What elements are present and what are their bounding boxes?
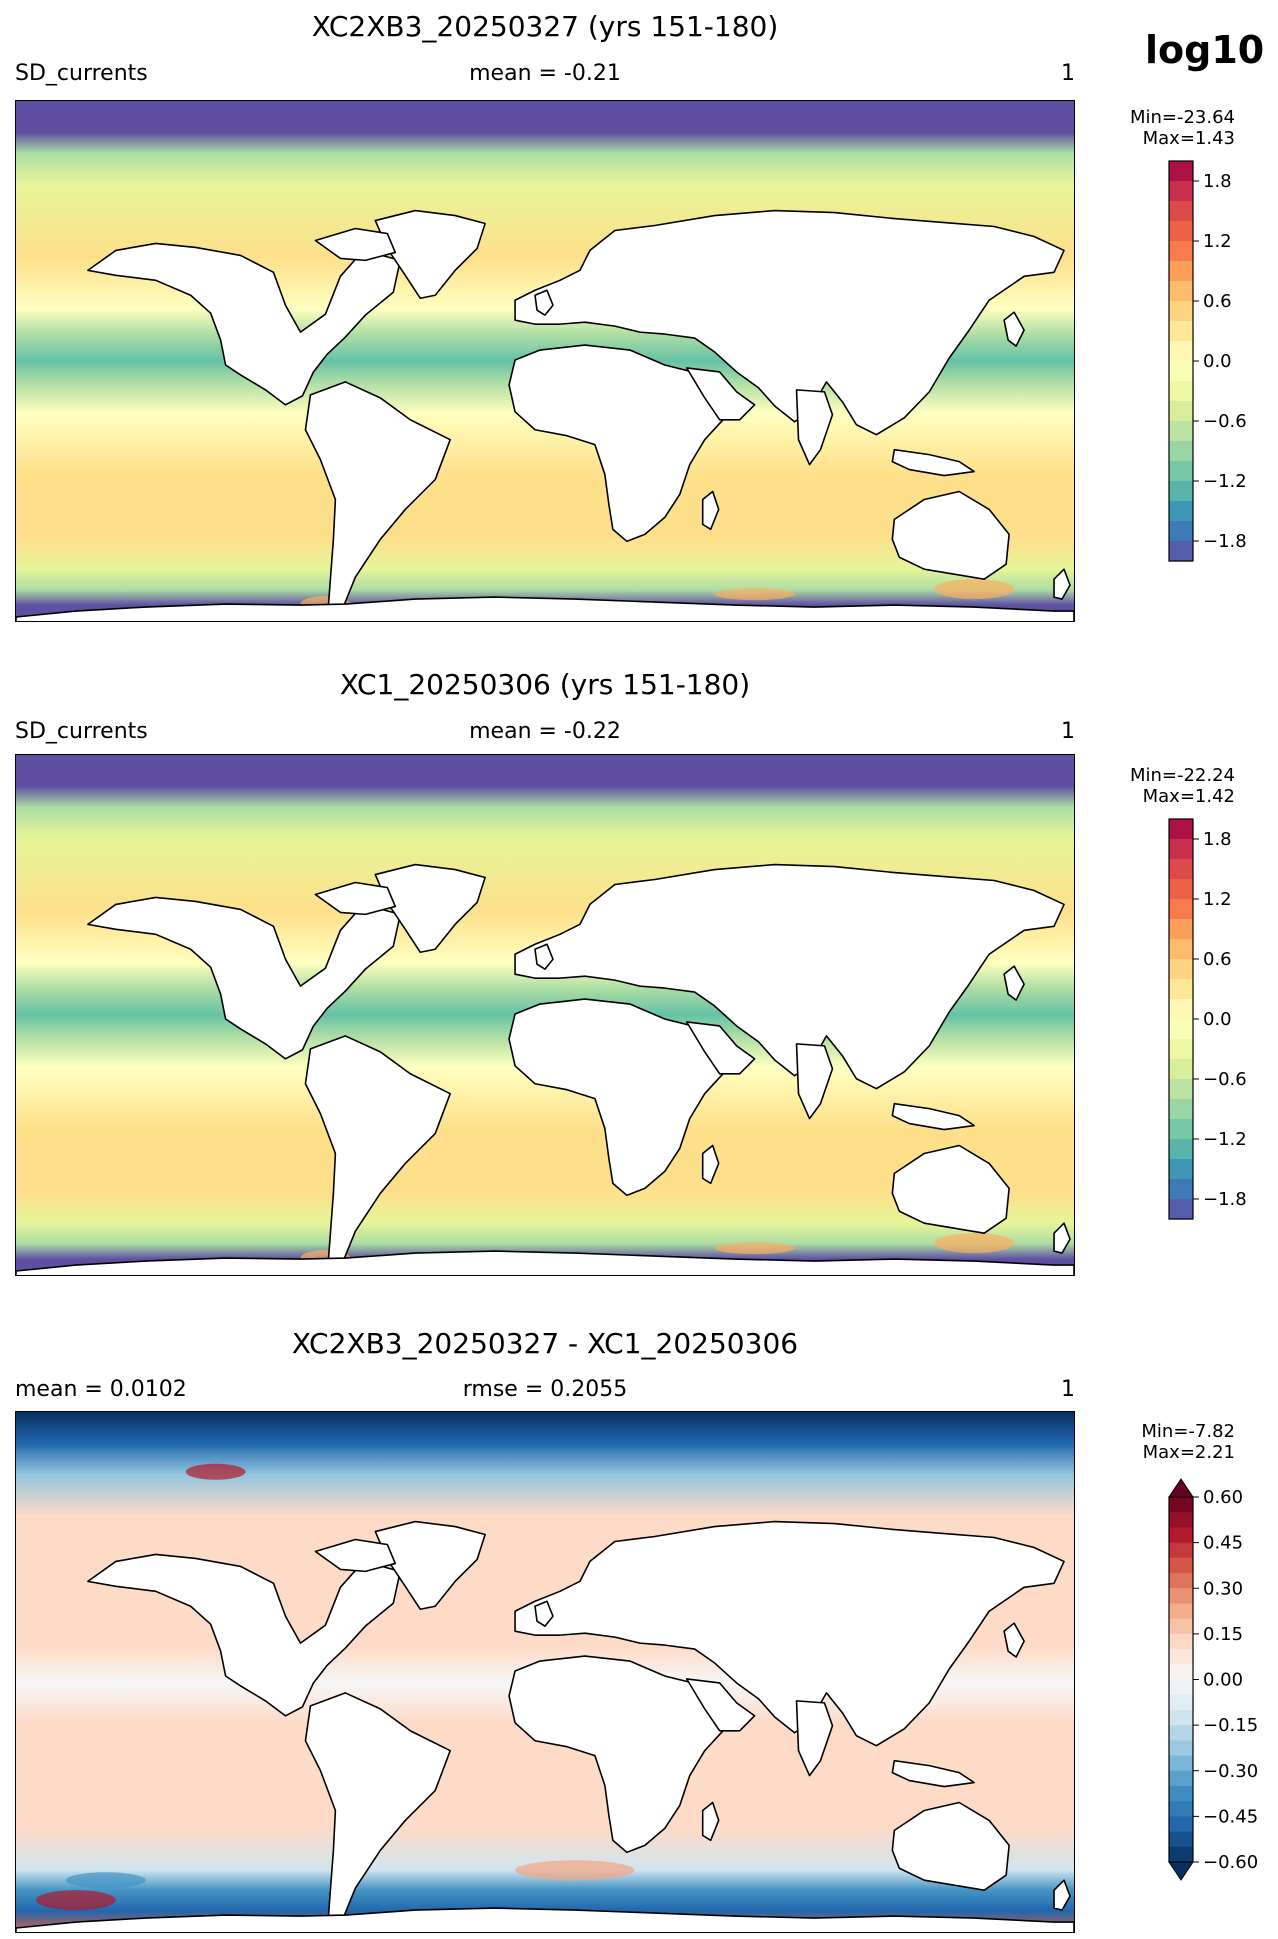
arctic-islands-landmass	[314, 227, 397, 262]
antarctica-landmass	[16, 1250, 1074, 1275]
colorbar-tick-label: −0.6	[1203, 411, 1247, 432]
australia-landmass	[891, 1801, 1010, 1891]
colorbar-tick-label: −1.8	[1203, 1189, 1247, 1210]
greenland-landmass	[374, 863, 486, 954]
colorbar-tick-label: −0.6	[1203, 1069, 1247, 1090]
panel2-map	[15, 754, 1075, 1276]
eurasia-landmass	[514, 863, 1065, 1090]
panel3-center-label: rmse = 0.2055	[462, 1377, 628, 1402]
india-landmass	[795, 389, 834, 466]
uk-landmass	[534, 943, 554, 970]
north-america-landmass	[87, 896, 402, 1060]
greenland-landmass	[374, 1520, 486, 1611]
japan-landmass	[1003, 1622, 1025, 1658]
madagascar-landmass	[701, 1144, 720, 1185]
japan-landmass	[1003, 311, 1025, 347]
india-landmass	[795, 1043, 834, 1120]
colorbar-tick-label: 0.60	[1203, 1487, 1243, 1508]
new-zealand-landmass	[1053, 568, 1071, 600]
panel2-left-label: SD_currents	[15, 719, 148, 744]
madagascar-landmass	[701, 490, 720, 531]
colorbar-tick-label: −1.2	[1203, 471, 1247, 492]
north-america-landmass	[87, 1553, 402, 1717]
panel3-title: XC2XB3_20250327 - XC1_20250306	[291, 1327, 799, 1360]
south-america-landmass	[304, 1035, 451, 1274]
panel1-max-text: Max=1.43	[1142, 128, 1235, 149]
colorbar-tick-label: 0.6	[1203, 291, 1232, 312]
indonesia-landmass	[891, 1759, 975, 1788]
panel1-left-label: SD_currents	[15, 61, 148, 86]
panel3-min-text: Min=-7.82	[1141, 1421, 1235, 1442]
panel2-max-text: Max=1.42	[1142, 786, 1235, 807]
log10-label: log10	[1145, 28, 1265, 72]
colorbar-tick-label: 1.2	[1203, 889, 1232, 910]
panel3-colorbar: 0.60 0.45 0.30 0.15 0.00 −0.15 −0.30 −0.45 −0.60	[1168, 1478, 1278, 1883]
arctic-islands-landmass	[314, 1538, 397, 1573]
uk-landmass	[534, 1600, 554, 1627]
new-zealand-landmass	[1053, 1222, 1071, 1254]
colorbar-tick-label: 1.8	[1203, 829, 1232, 850]
arabia-landmass	[685, 1678, 756, 1732]
south-america-landmass	[304, 381, 451, 620]
greenland-landmass	[374, 209, 486, 300]
eurasia-landmass	[514, 1520, 1065, 1747]
colorbar-tick-label: 1.8	[1203, 171, 1232, 192]
colorbar-tick-label: 1.2	[1203, 231, 1232, 252]
madagascar-landmass	[701, 1801, 720, 1842]
panel3-right-label: 1	[1061, 1377, 1075, 1402]
panel3-minmax: Min=-7.82 Max=2.21	[1100, 1421, 1235, 1463]
colorbar-tick-label: −1.2	[1203, 1129, 1247, 1150]
colorbar-tick-label: 0.0	[1203, 1009, 1232, 1030]
panel2-minmax: Min=-22.24 Max=1.42	[1100, 765, 1235, 807]
uk-landmass	[534, 289, 554, 316]
colorbar-tick-label: 0.6	[1203, 949, 1232, 970]
indonesia-landmass	[891, 1102, 975, 1131]
africa-landmass	[508, 1655, 728, 1854]
south-america-landmass	[304, 1692, 451, 1931]
colorbar-tick-label: 0.15	[1203, 1624, 1243, 1645]
panel1-center-label: mean = -0.21	[469, 61, 621, 86]
panel2-min-text: Min=-22.24	[1129, 765, 1235, 786]
colorbar-tick-label: 0.00	[1203, 1670, 1243, 1691]
india-landmass	[795, 1700, 834, 1777]
panel3-max-text: Max=2.21	[1142, 1442, 1235, 1463]
colorbar-tick-label: 0.45	[1203, 1533, 1243, 1554]
panel3-map	[15, 1411, 1075, 1933]
japan-landmass	[1003, 965, 1025, 1001]
colorbar-tick-label: −0.45	[1203, 1806, 1258, 1827]
north-america-landmass	[87, 242, 402, 406]
panel2-title: XC1_20250306 (yrs 151-180)	[339, 668, 751, 701]
panel2-right-label: 1	[1061, 719, 1075, 744]
panel1-right-label: 1	[1061, 61, 1075, 86]
arctic-islands-landmass	[314, 881, 397, 916]
panel2-colorbar: 1.8 1.2 0.6 0.0 −0.6 −1.2 −1.8	[1168, 818, 1278, 1222]
colorbar-tick-label: −0.15	[1203, 1715, 1258, 1736]
panel2-center-label: mean = -0.22	[469, 719, 621, 744]
antarctica-landmass	[16, 596, 1074, 621]
panel1-min-text: Min=-23.64	[1129, 107, 1235, 128]
panel1-colorbar: 1.8 1.2 0.6 0.0 −0.6 −1.2 −1.8	[1168, 160, 1278, 564]
new-zealand-landmass	[1053, 1879, 1071, 1911]
australia-landmass	[891, 490, 1010, 580]
arabia-landmass	[685, 1021, 756, 1075]
panel3-left-label: mean = 0.0102	[15, 1377, 187, 1402]
colorbar-tick-label: 0.30	[1203, 1578, 1243, 1599]
colorbar-tick-label: −0.30	[1203, 1761, 1258, 1782]
indonesia-landmass	[891, 448, 975, 477]
panel1-title: XC2XB3_20250327 (yrs 151-180)	[311, 10, 779, 43]
arabia-landmass	[685, 367, 756, 421]
colorbar-tick-label: −1.8	[1203, 531, 1247, 552]
antarctica-landmass	[16, 1907, 1074, 1932]
australia-landmass	[891, 1144, 1010, 1234]
colorbar-tick-label: 0.0	[1203, 351, 1232, 372]
panel1-minmax: Min=-23.64 Max=1.43	[1100, 107, 1235, 149]
colorbar-tick-label: −0.60	[1203, 1852, 1258, 1873]
africa-landmass	[508, 998, 728, 1197]
africa-landmass	[508, 344, 728, 543]
eurasia-landmass	[514, 209, 1065, 436]
panel1-map	[15, 100, 1075, 622]
